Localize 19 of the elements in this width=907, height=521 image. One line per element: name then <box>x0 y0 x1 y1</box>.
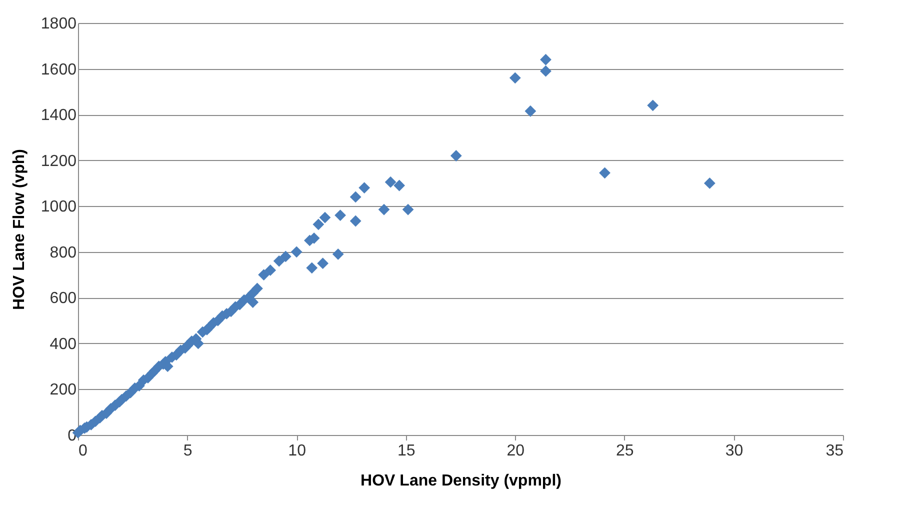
x-axis-title: HOV Lane Density (vpmpl) <box>360 472 562 490</box>
y-tick-label: 1600 <box>40 61 77 78</box>
y-axis-title: HOV Lane Flow (vph) <box>10 149 28 310</box>
x-tick-label: 25 <box>616 442 634 460</box>
y-tick-label: 200 <box>50 382 77 399</box>
y-tick-label: 1000 <box>40 198 77 216</box>
x-tick-label: 5 <box>183 442 192 460</box>
x-tick-label: 0 <box>78 442 88 460</box>
x-tick-label: 15 <box>397 442 416 460</box>
x-tick-label: 30 <box>725 442 744 460</box>
x-tick-label: 10 <box>288 442 306 460</box>
x-tick-label: 35 <box>826 442 844 460</box>
y-tick-label: 800 <box>50 244 77 262</box>
y-tick-label: 400 <box>50 336 77 353</box>
y-tick-label: 1800 <box>40 16 77 32</box>
y-tick-label: 600 <box>50 290 77 308</box>
y-tick-label: 1200 <box>40 152 77 170</box>
y-tick-label: 1400 <box>40 107 77 124</box>
x-tick-label: 20 <box>506 442 525 460</box>
